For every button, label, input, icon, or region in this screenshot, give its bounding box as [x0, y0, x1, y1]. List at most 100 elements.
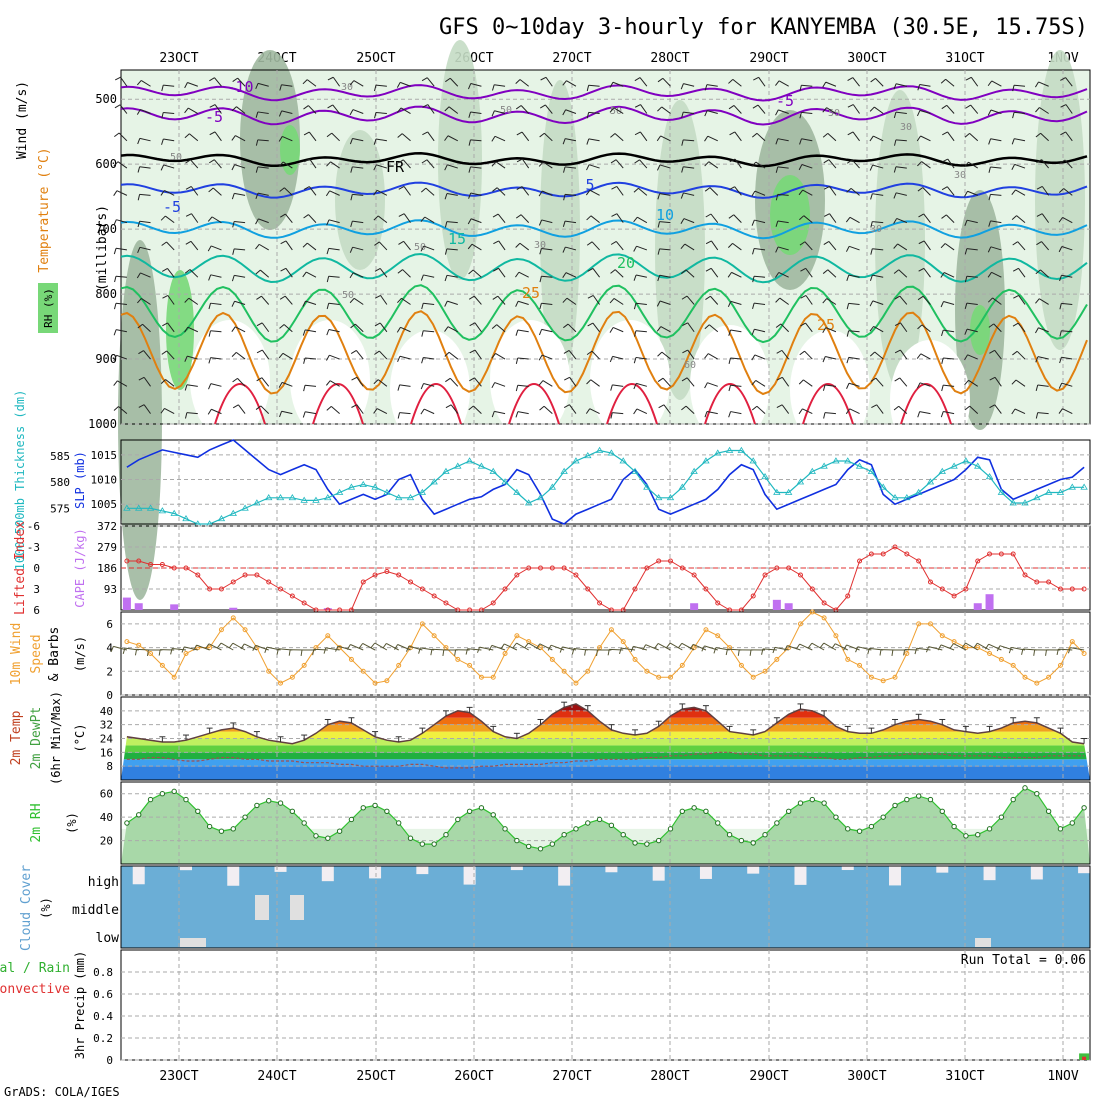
upper-wind-barb: [282, 135, 293, 142]
upper-wind-barb: [964, 161, 969, 168]
upper-wind-barb: [1011, 164, 1016, 170]
top-date-label: 28OCT: [650, 51, 689, 66]
upper-wind-barb: [1040, 269, 1049, 278]
upper-wind-barb: [846, 330, 850, 337]
upper-wind-barb: [139, 220, 151, 224]
thickness-point: [619, 457, 627, 464]
upper-wind-barb: [916, 353, 922, 359]
upper-wind-barb: [803, 379, 813, 387]
thickness-point: [394, 493, 403, 501]
upper-wind-barb: [1014, 84, 1026, 87]
contour-label: 10: [656, 206, 674, 224]
upper-wind-barb: [139, 193, 151, 196]
upper-wind-barb: [919, 382, 931, 387]
rh2m-point: [620, 832, 626, 838]
contour-label: -5: [776, 92, 794, 110]
upper-wind-barb: [191, 213, 199, 223]
thickness-point: [524, 499, 533, 506]
thickness-point: [454, 462, 462, 469]
rh2m-point: [644, 841, 650, 847]
upper-wind-barb: [941, 329, 944, 337]
upper-wind-barb: [970, 104, 979, 114]
upper-wind-barb: [686, 295, 695, 305]
rh2m-point: [785, 808, 792, 814]
li-point: [644, 565, 650, 571]
upper-wind-barb: [969, 405, 979, 414]
li-point: [360, 579, 366, 585]
upper-wind-barb: [751, 132, 758, 138]
upper-wind-barb: [633, 274, 637, 281]
surface-wind-barb: [855, 646, 859, 653]
upper-wind-barb: [473, 295, 482, 305]
upper-wind-barb: [448, 106, 459, 114]
wind-speed-point: [384, 678, 390, 684]
dry-area: [190, 320, 270, 440]
upper-wind-barb: [614, 269, 624, 278]
upper-wind-barb: [116, 219, 128, 224]
upper-wind-barb: [872, 248, 884, 251]
upper-wind-barb: [545, 76, 553, 87]
upper-wind-barb: [587, 322, 594, 327]
rh2m-point: [1022, 785, 1028, 791]
upper-wind-barb: [139, 166, 151, 169]
upper-wind-barb: [752, 303, 755, 310]
upper-wind-barb: [898, 269, 908, 278]
upper-wind-barb: [800, 267, 806, 272]
upper-wind-barb: [515, 214, 522, 219]
upper-wind-barb: [116, 354, 128, 360]
bottom-date-label: 1NOV: [1047, 1069, 1078, 1084]
wind-speed-point: [585, 668, 591, 674]
upper-wind-barb: [1015, 189, 1026, 196]
upper-wind-barb: [137, 194, 141, 201]
upper-wind-barb: [541, 302, 553, 305]
rh2m-point: [868, 823, 875, 830]
dry-area: [490, 320, 570, 440]
upper-wind-barb: [232, 404, 239, 409]
upper-wind-barb: [166, 241, 175, 251]
li-point: [1034, 579, 1040, 585]
surface-wind-barb: [479, 646, 494, 651]
upper-wind-barb: [869, 135, 874, 142]
upper-wind-barb: [444, 106, 450, 112]
rh2m-point: [927, 796, 934, 803]
upper-wind-barb: [305, 300, 317, 305]
upper-wind-barb: [331, 132, 340, 142]
upper-wind-barb: [1065, 104, 1073, 114]
upper-wind-barb: [166, 350, 175, 360]
rh2m-point: [797, 800, 804, 806]
upper-wind-barb: [616, 213, 624, 223]
upper-wind-barb: [754, 354, 766, 360]
upper-wind-barb: [538, 161, 544, 167]
upper-wind-barb: [403, 213, 411, 223]
li-point: [998, 551, 1004, 557]
upper-wind-barb: [516, 158, 523, 163]
upper-wind-barb: [640, 104, 648, 114]
contour-label: 50: [500, 105, 512, 116]
upper-wind-barb: [115, 302, 127, 305]
upper-wind-barb: [285, 240, 293, 251]
upper-wind-barb: [284, 187, 293, 196]
wind-speed-point: [1046, 674, 1052, 680]
rh2m-frame: [120, 781, 1091, 865]
upper-wind-barb: [1041, 241, 1050, 251]
rh2m-point: [809, 796, 815, 803]
upper-wind-barb: [775, 323, 782, 328]
upper-wind-barb: [728, 78, 734, 84]
rh2m-point: [1034, 791, 1040, 797]
wind-speed-point: [774, 656, 780, 662]
thickness-point: [796, 478, 805, 485]
upper-wind-barb: [377, 215, 388, 224]
upper-wind-barb: [184, 355, 188, 362]
upper-wind-barb: [375, 84, 387, 87]
thickness-point: [1068, 483, 1076, 490]
rh2m-point: [384, 808, 390, 814]
upper-wind-barb: [255, 111, 259, 118]
temp-tick-label: 32: [100, 719, 113, 732]
upper-wind-barb: [825, 356, 837, 360]
upper-wind-barb: [804, 241, 813, 251]
upper-wind-barb: [965, 104, 971, 109]
upper-wind-barb: [941, 104, 948, 110]
surface-wind-barb: [170, 648, 173, 655]
temp-band: [121, 759, 1090, 767]
bottom-date-label: 24OCT: [257, 1069, 296, 1084]
